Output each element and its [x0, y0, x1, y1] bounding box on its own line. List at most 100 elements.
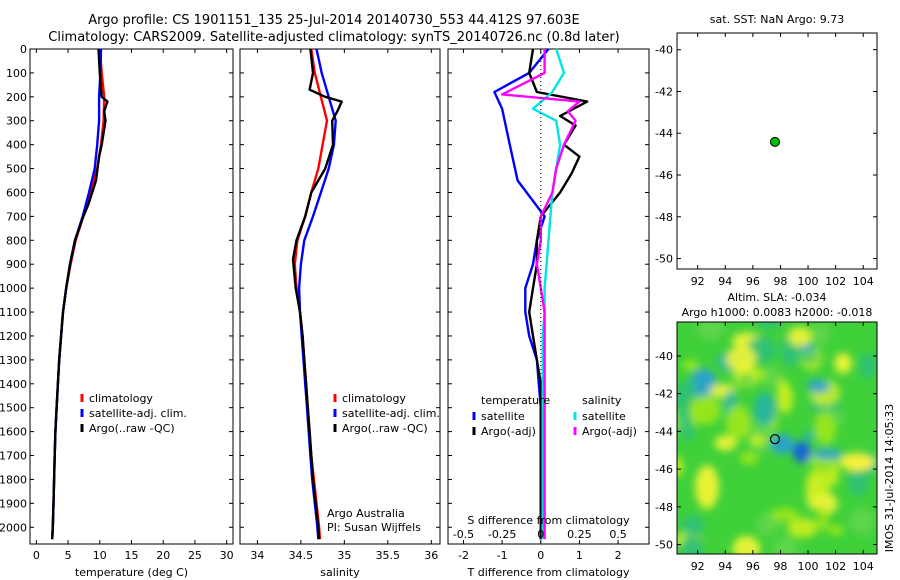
sla-blob	[770, 507, 799, 522]
depth-tick-label: 700	[6, 210, 27, 223]
sla-map-ytick-label: -42	[655, 388, 673, 401]
difference-legend-label: satellite	[582, 410, 626, 423]
depth-tick-label: 1900	[0, 497, 27, 510]
depth-tick-label: 1000	[0, 282, 27, 295]
depth-tick-label: 1300	[0, 354, 27, 367]
salinity-annotation: Argo Australia	[327, 507, 405, 520]
sla-blob	[714, 435, 737, 451]
depth-tick-label: 900	[6, 258, 27, 271]
sla-blob	[788, 326, 813, 347]
salinity-profile-series-line-1	[297, 48, 337, 540]
difference-legend-header-temperature: temperature	[481, 394, 550, 407]
temperature-profile-legend-label: satellite-adj. clim.	[89, 407, 187, 420]
temperature-profile-series-line-1	[51, 48, 103, 540]
sla-low-feature	[793, 441, 811, 463]
temperature-profile-series-line-2	[51, 48, 109, 540]
sla-blob	[757, 516, 777, 529]
sla-argo-marker	[769, 434, 781, 445]
sla-blob	[834, 352, 852, 374]
location-map-background	[677, 33, 877, 269]
sla-blob	[756, 322, 781, 330]
location-map-ytick-label: -48	[655, 211, 673, 224]
depth-tick-label: 100	[6, 67, 27, 80]
salinity-annotation: PI: Susan Wijffels	[327, 521, 421, 534]
temperature-profile-legend-label: climatology	[89, 392, 153, 405]
sla-map-xtick-label: 94	[718, 560, 732, 573]
sla-blob	[738, 373, 754, 386]
depth-tick-label: 1600	[0, 426, 27, 439]
sla-blob	[812, 322, 831, 346]
sla-blob	[770, 434, 795, 455]
salinity-profile-xtick-label: 34.5	[289, 549, 314, 562]
figure-title-line-2: Climatology: CARS2009. Satellite-adjuste…	[48, 30, 620, 45]
sla-blob	[677, 381, 698, 393]
salinity-profile-xtick-label: 34	[250, 549, 264, 562]
sla-map-title: Altim. SLA: -0.034	[727, 291, 826, 304]
sla-blob	[858, 353, 877, 379]
sla-blob	[739, 451, 759, 465]
depth-tick-label: 0	[20, 43, 27, 56]
sla-blob	[696, 322, 725, 341]
imos-side-label: IMOS 31-Jul-2014 14:05:33	[883, 404, 896, 553]
sla-map-ytick-label: -40	[655, 350, 673, 363]
sla-map-subtitle: Argo h1000: 0.0083 h2000: -0.018	[682, 306, 873, 319]
depth-tick-label: 2000	[0, 521, 27, 534]
sla-map-xtick-label: 104	[853, 560, 874, 573]
location-map-xtick-label: 102	[825, 275, 846, 288]
salinity-profile-xtick-label: 35.5	[376, 549, 401, 562]
sla-blob	[726, 345, 757, 373]
salinity-profile-legend-label: satellite-adj. clim.	[342, 407, 440, 420]
difference-legend-header-salinity: salinity	[582, 394, 622, 407]
sla-blob	[753, 392, 776, 427]
location-map-frame	[676, 32, 878, 270]
sla-blob	[806, 467, 831, 501]
difference-x2tick-label: -0.25	[488, 528, 516, 541]
salinity-profile-xtick-label: 36	[424, 549, 438, 562]
temperature-profile-xtick-label: 20	[156, 549, 170, 562]
difference-profile-xtick-label: 1	[576, 549, 583, 562]
depth-tick-label: 600	[6, 186, 27, 199]
sla-map-xtick-label: 102	[825, 560, 846, 573]
difference-profile-xtick-label: -1	[497, 549, 508, 562]
difference-profile-xtick-label: -2	[458, 549, 469, 562]
sla-blob	[831, 409, 844, 426]
location-map-ytick-label: -42	[655, 85, 673, 98]
temperature-profile-xtick-label: 30	[220, 549, 234, 562]
depth-tick-label: 800	[6, 234, 27, 247]
sla-blob	[814, 411, 837, 445]
difference-profile-xtick-label: 2	[615, 549, 622, 562]
depth-tick-label: 300	[6, 115, 27, 128]
sla-map-xtick-label: 96	[746, 560, 760, 573]
salinity-profile-series-line-2	[291, 48, 343, 540]
depth-tick-label: 1100	[0, 306, 27, 319]
salinity-profile-xtick-label: 35	[337, 549, 351, 562]
location-map-ytick-label: -44	[655, 127, 673, 140]
temperature-profile-xtick-label: 10	[93, 549, 107, 562]
sla-blob	[807, 379, 830, 393]
difference-profile-series-line-1	[528, 48, 589, 540]
figure-title-line-1: Argo profile: CS 1901151_135 25-Jul-2014…	[88, 13, 580, 28]
sla-map-ytick-label: -50	[655, 539, 673, 552]
temperature-profile-xtick-label: 5	[65, 549, 72, 562]
difference-profile-xlabel: T difference from climatology	[467, 566, 630, 579]
location-map-ytick-label: -46	[655, 169, 673, 182]
salinity-profile-legend-label: Argo(..raw -QC)	[342, 422, 428, 435]
sla-blob	[796, 350, 822, 365]
location-map-xtick-label: 92	[691, 275, 705, 288]
sla-blob	[680, 534, 704, 554]
location-map-xtick-label: 104	[853, 275, 874, 288]
difference-profile-frame	[447, 48, 650, 545]
temperature-profile-xtick-label: 0	[33, 549, 40, 562]
location-map-xtick-label: 96	[746, 275, 760, 288]
sla-blob	[732, 535, 761, 554]
sla-blob	[680, 418, 695, 441]
salinity-profile-legend-label: climatology	[342, 392, 406, 405]
temperature-profile-xtick-label: 15	[125, 549, 139, 562]
sla-blob	[777, 377, 788, 413]
depth-tick-label: 1500	[0, 402, 27, 415]
difference-profile-series-line-2	[531, 48, 566, 540]
difference-x2tick-label: 0	[537, 528, 544, 541]
sla-blob	[725, 404, 751, 440]
location-map-xtick-label: 98	[773, 275, 787, 288]
